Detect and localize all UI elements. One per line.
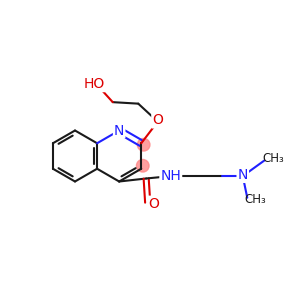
Text: N: N [238, 168, 248, 182]
Text: O: O [148, 197, 159, 211]
Text: CH₃: CH₃ [245, 193, 266, 206]
Text: CH₃: CH₃ [262, 152, 283, 165]
Text: NH: NH [160, 169, 181, 183]
Circle shape [136, 160, 149, 172]
Text: N: N [114, 124, 124, 137]
Text: HO: HO [83, 77, 104, 91]
Circle shape [137, 138, 150, 151]
Text: O: O [152, 113, 163, 128]
